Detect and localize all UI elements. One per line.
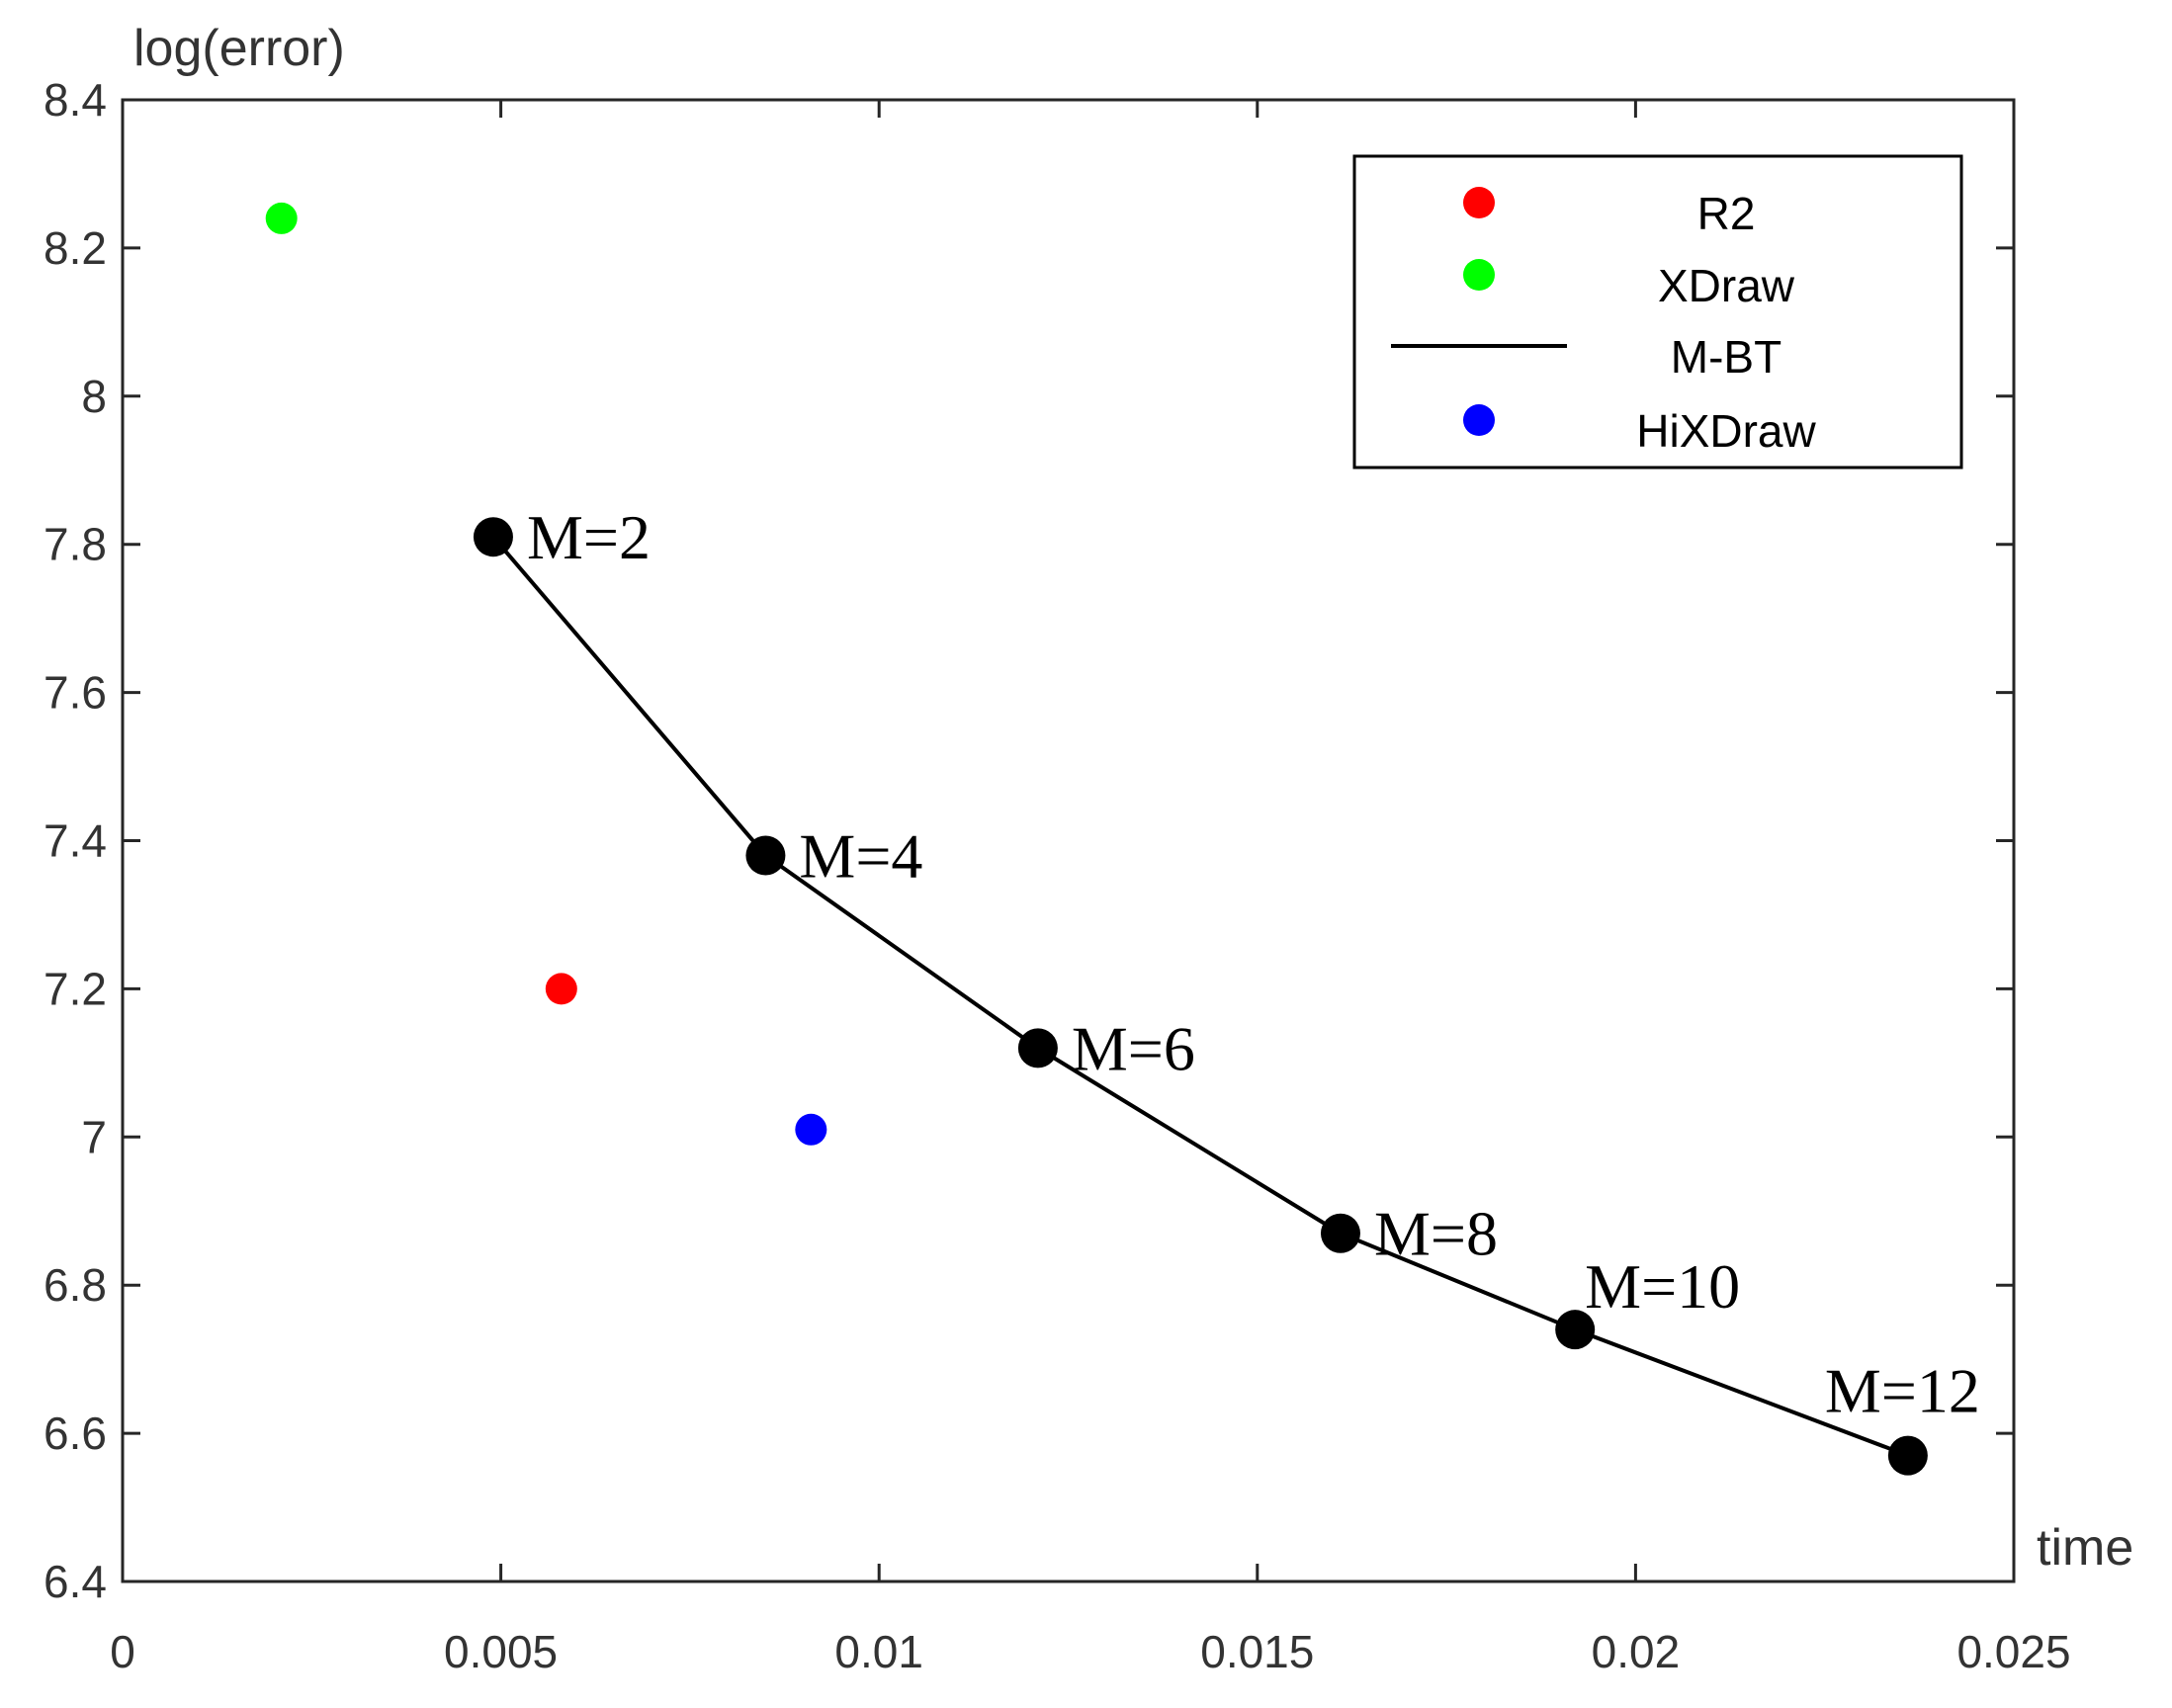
- data-point-m-bt: [1320, 1213, 1360, 1253]
- x-tick-label: 0.02: [1592, 1626, 1681, 1677]
- legend-label-r2: R2: [1697, 188, 1756, 239]
- x-tick-label: 0.005: [444, 1626, 558, 1677]
- data-point-r2: [545, 973, 577, 1005]
- series-line-m-bt: [491, 535, 1909, 1458]
- x-tick-label: 0.015: [1200, 1626, 1314, 1677]
- y-tick-label: 7.4: [43, 815, 107, 867]
- data-point-m-bt: [473, 517, 513, 557]
- series-group: M=2 M=4 M=6 M=8 M=10 M=12: [265, 202, 1980, 1476]
- data-label-m-bt: M=12: [1825, 1356, 1980, 1426]
- legend-box: [1352, 154, 1963, 470]
- legend-marker-xdraw: [1463, 259, 1495, 291]
- y-tick-label: 8: [81, 371, 107, 422]
- y-tick-label: 6.6: [43, 1408, 107, 1459]
- legend: R2 XDraw M-BT HiXDraw: [1352, 154, 1963, 470]
- legend-label-hixdraw: HiXDraw: [1636, 405, 1816, 457]
- legend-label-xdraw: XDraw: [1658, 260, 1795, 311]
- data-point-m-bt: [1017, 1028, 1058, 1068]
- data-label-m-bt: M=8: [1374, 1199, 1498, 1269]
- data-point-m-bt: [1887, 1435, 1928, 1476]
- y-axis-label: log(error): [133, 20, 345, 77]
- legend-marker-hixdraw: [1463, 404, 1495, 436]
- data-point-m-bt: [745, 835, 786, 876]
- data-label-m-bt: M=6: [1072, 1013, 1195, 1083]
- data-point-xdraw: [265, 202, 298, 234]
- data-label-m-bt: M=10: [1585, 1251, 1740, 1322]
- data-label-m-bt: M=4: [799, 820, 922, 891]
- y-tick-label: 7.8: [43, 519, 107, 570]
- y-tick-label: 8.4: [43, 74, 107, 126]
- y-tick-label: 7.2: [43, 963, 107, 1014]
- axes-group: 0 0.005 0.01 0.015 0.02 0.025 6.4 6.6 6.8 7 7.2 7.4…: [43, 74, 2071, 1677]
- x-tick-label: 0: [110, 1626, 135, 1677]
- legend-marker-r2: [1463, 187, 1495, 218]
- y-tick-label: 7.6: [43, 667, 107, 719]
- data-label-m-bt: M=2: [527, 502, 651, 572]
- x-tick-label: 0.025: [1956, 1626, 2070, 1677]
- legend-label-m-bt: M-BT: [1671, 331, 1781, 383]
- y-tick-label: 6.4: [43, 1556, 107, 1607]
- data-point-hixdraw: [795, 1113, 827, 1146]
- data-point-m-bt: [1555, 1310, 1596, 1350]
- y-tick-label: 6.8: [43, 1259, 107, 1311]
- x-axis-label: time: [2037, 1519, 2133, 1577]
- y-tick-label: 7: [81, 1111, 107, 1162]
- y-tick-label: 8.2: [43, 222, 107, 274]
- x-tick-label: 0.01: [834, 1626, 923, 1677]
